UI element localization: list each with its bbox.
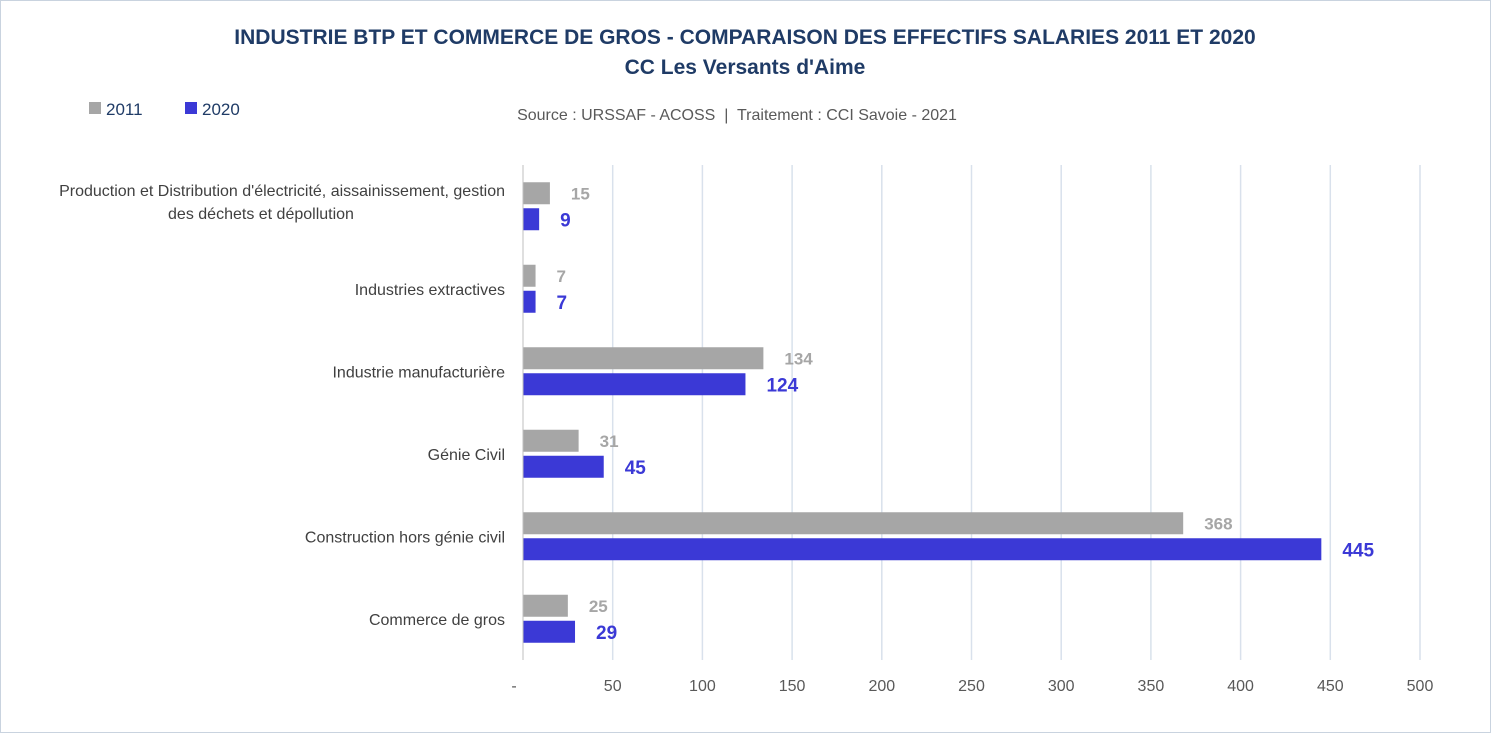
category-label-3: Génie Civil: [428, 447, 505, 464]
data-labels: 159 7 7 134 124 31 45 368 445 25 29: [557, 184, 1375, 644]
bar-2011-5: [523, 594, 568, 617]
data-label-2011-5: 25: [589, 597, 608, 616]
x-axis-tick-labels: - 50 100 150 200 250 300 350 400 450 500: [511, 678, 1433, 695]
x-tick-label-450: 450: [1317, 678, 1344, 695]
bar-2020-3: [523, 455, 604, 478]
x-tick-label-300: 300: [1048, 678, 1075, 695]
x-tick-label-0: -: [511, 678, 516, 695]
bar-2020-4: [523, 538, 1322, 561]
bars: [523, 182, 1322, 643]
gridlines: [611, 165, 1421, 660]
bar-2020-5: [523, 620, 576, 643]
x-tick-label-200: 200: [868, 678, 895, 695]
bar-2011-3: [523, 429, 579, 452]
data-label-2020-3: 45: [625, 458, 647, 479]
data-label-2011-1: 7: [557, 267, 566, 286]
legend-label-2011: 2011: [106, 100, 143, 119]
data-label-2020-4: 445: [1342, 540, 1374, 561]
bar-2011-2: [523, 347, 764, 370]
legend: 2011 2020: [89, 100, 240, 119]
x-tick-label-400: 400: [1227, 678, 1254, 695]
x-tick-label-500: 500: [1407, 678, 1434, 695]
x-tick-label-50: 50: [604, 678, 622, 695]
category-label-1: Industries extractives: [355, 282, 505, 299]
legend-swatch-2011: [89, 102, 101, 114]
category-label-4: Construction hors génie civil: [305, 529, 505, 546]
category-label-5: Commerce de gros: [369, 612, 505, 629]
x-tick-label-350: 350: [1138, 678, 1165, 695]
chart-subtitle: CC Les Versants d'Aime: [625, 56, 866, 79]
data-label-2020-5: 29: [596, 623, 617, 644]
x-tick-label-150: 150: [779, 678, 806, 695]
data-label-2011-2: 134: [784, 349, 813, 368]
category-label-0-line-0: Production et Distribution d'électricité…: [59, 183, 505, 200]
data-label-2011-4: 368: [1204, 514, 1232, 533]
bar-2020-0: [523, 208, 540, 231]
legend-swatch-2020: [185, 102, 197, 114]
data-label-2020-0: 9: [560, 210, 571, 231]
chart-title: INDUSTRIE BTP ET COMMERCE DE GROS - COMP…: [234, 26, 1255, 49]
bar-2011-1: [523, 264, 536, 287]
x-tick-label-100: 100: [689, 678, 716, 695]
bar-2011-0: [523, 182, 550, 205]
bar-2020-1: [523, 290, 536, 313]
bar-2020-2: [523, 373, 746, 396]
legend-label-2020: 2020: [202, 100, 240, 119]
bar-2011-4: [523, 512, 1184, 535]
category-labels: Production et Distribution d'électricité…: [59, 183, 505, 629]
x-tick-label-250: 250: [958, 678, 985, 695]
data-label-2011-0: 15: [571, 184, 590, 203]
category-label-2: Industrie manufacturière: [332, 364, 505, 381]
data-label-2020-1: 7: [557, 293, 568, 314]
data-label-2020-2: 124: [766, 375, 798, 396]
source-note: Source : URSSAF - ACOSS | Traitement : C…: [517, 107, 957, 124]
data-label-2011-3: 31: [600, 432, 619, 451]
category-label-0-line-1: des déchets et dépollution: [168, 206, 354, 223]
